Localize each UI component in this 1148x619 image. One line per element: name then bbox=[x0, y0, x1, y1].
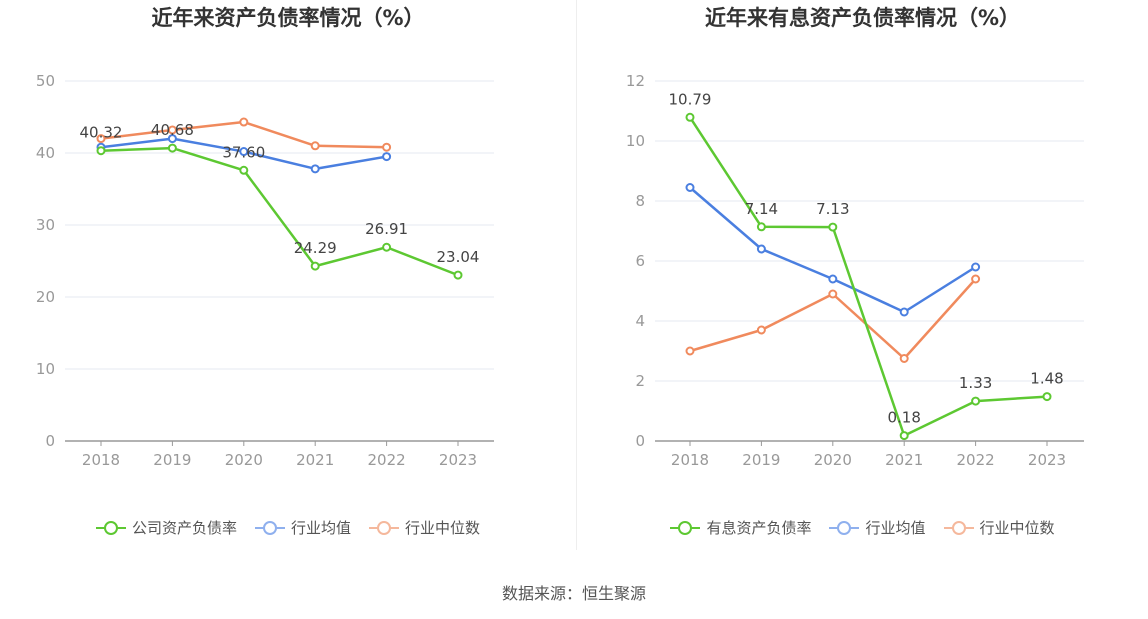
data-point bbox=[899, 431, 909, 441]
legend-item-industry-median[interactable]: 行业中位数 bbox=[943, 517, 1055, 538]
legend-item-industry-average[interactable]: 行业均值 bbox=[254, 517, 351, 538]
x-tick-label: 2023 bbox=[439, 451, 477, 469]
y-tick-label: 20 bbox=[36, 288, 55, 306]
series-line bbox=[688, 116, 1048, 437]
chart-plot-interest-bearing: 0 2 4 6 8 10 12 2018 2019 2020 2021 2022 2023 10.79 7.… bbox=[626, 72, 1084, 469]
x-tick-label: 2021 bbox=[296, 451, 334, 469]
data-label: 1.48 bbox=[1030, 370, 1063, 388]
data-label: 7.14 bbox=[745, 200, 778, 218]
data-point bbox=[828, 274, 838, 284]
panel-divider bbox=[576, 0, 577, 550]
data-label: 7.13 bbox=[816, 200, 849, 218]
data-point bbox=[971, 396, 981, 406]
data-point bbox=[310, 141, 320, 151]
data-point bbox=[239, 165, 249, 175]
legend-line-icon bbox=[943, 520, 974, 536]
legend-label: 行业均值 bbox=[290, 519, 351, 537]
y-tick-label: 10 bbox=[626, 132, 645, 150]
data-point bbox=[899, 354, 909, 363]
x-tick-label: 2022 bbox=[368, 451, 406, 469]
y-tick-label: 0 bbox=[45, 432, 55, 450]
data-point bbox=[453, 270, 463, 280]
data-point bbox=[239, 147, 249, 157]
legend-label: 有息资产负债率 bbox=[706, 519, 812, 537]
legend-line-icon bbox=[95, 520, 126, 536]
chart-legend: 有息资产负债率 行业均值 行业中位数 bbox=[577, 517, 1148, 538]
x-tick-label: 2022 bbox=[957, 451, 995, 469]
data-point bbox=[971, 262, 981, 272]
data-label: 1.33 bbox=[959, 374, 992, 392]
data-source-note: 数据来源：恒生聚源 bbox=[501, 584, 646, 603]
y-tick-label: 50 bbox=[36, 72, 55, 90]
data-label: 23.04 bbox=[437, 248, 480, 266]
data-label: 0.18 bbox=[887, 409, 920, 427]
data-point bbox=[96, 134, 106, 144]
y-tick-label: 10 bbox=[36, 360, 55, 378]
data-point bbox=[1042, 392, 1052, 402]
x-tick-label: 2021 bbox=[885, 451, 923, 469]
data-label: 40.32 bbox=[80, 124, 123, 142]
data-label: 10.79 bbox=[669, 90, 712, 108]
legend-line-icon bbox=[670, 520, 701, 536]
y-tick-label: 6 bbox=[635, 252, 645, 270]
series-line bbox=[100, 146, 459, 277]
legend-label: 行业均值 bbox=[865, 519, 926, 537]
data-point bbox=[167, 125, 177, 135]
legend-item-industry-average[interactable]: 行业均值 bbox=[829, 517, 926, 538]
data-point bbox=[310, 261, 320, 271]
data-label: 40.68 bbox=[151, 121, 194, 139]
data-point bbox=[167, 143, 177, 153]
data-label: 24.29 bbox=[294, 239, 337, 257]
data-point bbox=[167, 134, 177, 144]
y-tick-label: 8 bbox=[635, 192, 645, 210]
data-label: 37.60 bbox=[222, 143, 265, 161]
chart-panel-interest-bearing: 近年来有息资产负债率情况（%） 0 2 4 6 8 10 12 2018 2019 2020 202… bbox=[577, 0, 1148, 560]
legend-item-interest-bearing[interactable]: 有息资产负债率 bbox=[670, 517, 811, 538]
data-point bbox=[685, 183, 695, 192]
legend-label: 行业中位数 bbox=[405, 519, 481, 537]
legend-item-industry-median[interactable]: 行业中位数 bbox=[369, 517, 480, 538]
x-tick-label: 2018 bbox=[671, 451, 709, 469]
y-tick-label: 2 bbox=[635, 372, 645, 390]
data-point bbox=[310, 164, 320, 174]
chart-legend: 公司资产负债率 行业均值 行业中位数 bbox=[0, 517, 576, 538]
x-tick-label: 2023 bbox=[1028, 451, 1066, 469]
data-point bbox=[685, 112, 695, 122]
data-point bbox=[382, 242, 392, 252]
y-tick-label: 0 bbox=[635, 432, 645, 450]
data-point bbox=[971, 274, 981, 284]
legend-line-icon bbox=[369, 520, 399, 536]
chart-panel-asset-liability: 近年来资产负债率情况（%） 0 10 20 30 40 50 2018 2019 2020 202… bbox=[0, 0, 576, 560]
y-tick-label: 4 bbox=[635, 312, 645, 330]
data-point bbox=[685, 346, 695, 356]
data-point bbox=[96, 146, 106, 156]
legend-label: 行业中位数 bbox=[979, 519, 1055, 537]
data-point bbox=[756, 325, 766, 335]
legend-item-company[interactable]: 公司资产负债率 bbox=[95, 517, 237, 538]
data-point bbox=[828, 289, 838, 299]
x-tick-label: 2018 bbox=[82, 451, 120, 469]
chart-plot-asset-liability: 0 10 20 30 40 50 2018 2019 2020 2021 2022 2023 40.32… bbox=[36, 72, 494, 469]
y-tick-label: 30 bbox=[36, 216, 55, 234]
data-point bbox=[899, 307, 909, 317]
data-label: 26.91 bbox=[365, 220, 408, 238]
data-point bbox=[828, 222, 838, 232]
x-tick-label: 2020 bbox=[225, 451, 263, 469]
chart-title: 近年来有息资产负债率情况（%） bbox=[704, 6, 1021, 30]
data-point bbox=[756, 244, 766, 254]
data-point bbox=[756, 222, 766, 232]
data-point bbox=[382, 152, 392, 162]
x-tick-label: 2019 bbox=[742, 451, 780, 469]
x-tick-label: 2019 bbox=[153, 451, 191, 469]
x-tick-label: 2020 bbox=[814, 451, 852, 469]
y-tick-label: 12 bbox=[626, 72, 645, 90]
legend-line-icon bbox=[829, 520, 860, 536]
legend-label: 公司资产负债率 bbox=[131, 519, 237, 537]
legend-line-icon bbox=[254, 520, 285, 536]
y-tick-label: 40 bbox=[36, 144, 55, 162]
data-point bbox=[382, 142, 392, 152]
chart-title: 近年来资产负债率情况（%） bbox=[151, 6, 425, 30]
data-point bbox=[239, 117, 249, 127]
